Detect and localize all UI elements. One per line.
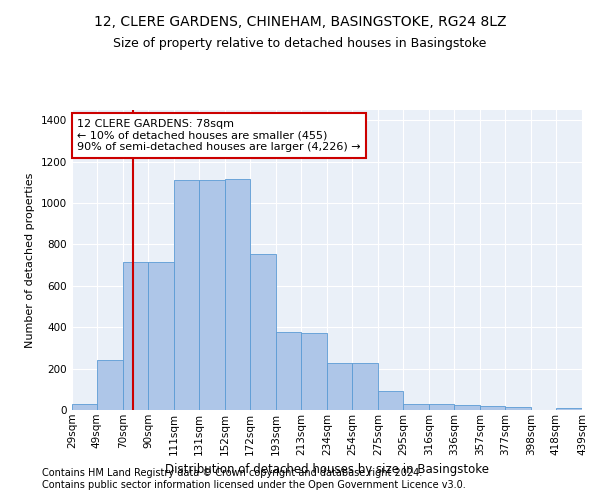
- Bar: [250, 254, 276, 410]
- Bar: [327, 364, 352, 410]
- Bar: [276, 332, 301, 410]
- Bar: [429, 404, 454, 410]
- Bar: [225, 180, 250, 410]
- Bar: [556, 408, 582, 410]
- Bar: [480, 406, 505, 410]
- Bar: [199, 180, 225, 410]
- Bar: [72, 404, 97, 410]
- X-axis label: Distribution of detached houses by size in Basingstoke: Distribution of detached houses by size …: [165, 463, 489, 476]
- Text: Contains public sector information licensed under the Open Government Licence v3: Contains public sector information licen…: [42, 480, 466, 490]
- Bar: [97, 360, 123, 410]
- Text: Size of property relative to detached houses in Basingstoke: Size of property relative to detached ho…: [113, 38, 487, 51]
- Bar: [123, 262, 148, 410]
- Bar: [378, 392, 403, 410]
- Bar: [403, 404, 429, 410]
- Text: 12 CLERE GARDENS: 78sqm
← 10% of detached houses are smaller (455)
90% of semi-d: 12 CLERE GARDENS: 78sqm ← 10% of detache…: [77, 119, 361, 152]
- Bar: [148, 262, 174, 410]
- Bar: [454, 405, 480, 410]
- Y-axis label: Number of detached properties: Number of detached properties: [25, 172, 35, 348]
- Text: 12, CLERE GARDENS, CHINEHAM, BASINGSTOKE, RG24 8LZ: 12, CLERE GARDENS, CHINEHAM, BASINGSTOKE…: [94, 15, 506, 29]
- Text: Contains HM Land Registry data © Crown copyright and database right 2024.: Contains HM Land Registry data © Crown c…: [42, 468, 422, 477]
- Bar: [301, 334, 327, 410]
- Bar: [505, 407, 531, 410]
- Bar: [352, 364, 378, 410]
- Bar: [174, 180, 199, 410]
